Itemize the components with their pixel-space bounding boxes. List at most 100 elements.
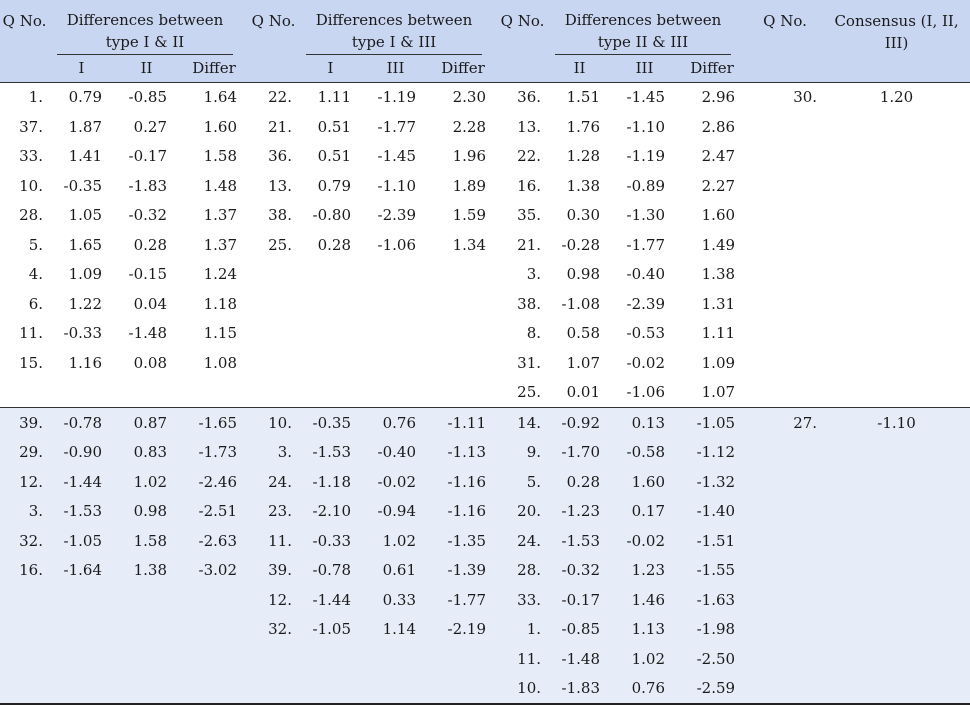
consensus-q-no (747, 496, 824, 526)
q-no-cell: 39. (249, 555, 298, 585)
table-row: 5. 1.65 0.28 1.37 25. 0.28 -1.06 1.34 21. -0.28 -1… (0, 230, 970, 260)
table-header: Q No. Differences between type I & II Q … (0, 0, 970, 82)
q-no-cell: 21. (249, 112, 298, 142)
q-no-cell: 6. (0, 289, 49, 319)
table-row: 39. -0.78 0.87 -1.65 10. -0.35 0.76 -1.11 14. -0.… (0, 407, 970, 438)
q-no-cell: 24. (249, 467, 298, 497)
q-no-cell: 31. (498, 348, 548, 378)
value-cell: 1.49 (677, 230, 748, 260)
q-no-cell: 20. (498, 496, 548, 526)
group-header-1-3: Differences between type I & III (298, 0, 499, 55)
value-cell: 1.23 (612, 555, 678, 585)
group-header-2-3-label: Differences between type II & III (555, 9, 732, 55)
value-cell (428, 377, 499, 408)
value-cell: 1.08 (179, 348, 249, 378)
value-cell: 1.76 (547, 112, 613, 142)
q-no-cell: 21. (498, 230, 548, 260)
q-no-header-3: Q No. (498, 0, 548, 82)
table-row: 37. 1.87 0.27 1.60 21. 0.51 -1.77 2.28 13. 1.76 -1… (0, 112, 970, 142)
consensus-q-no (747, 259, 824, 289)
value-cell: -1.48 (547, 644, 613, 674)
consensus-q-no (747, 200, 824, 230)
value-cell: -1.70 (547, 437, 613, 467)
consensus-q-no (747, 467, 824, 497)
q-no-cell: 28. (0, 200, 49, 230)
value-cell: -0.94 (363, 496, 428, 526)
value-cell: -1.77 (612, 230, 678, 260)
consensus-q-no (747, 112, 824, 142)
q-no-cell: 8. (498, 318, 548, 348)
table-row: 4. 1.09 -0.15 1.24 3. 0.98 -0.40 1.38 (0, 259, 970, 289)
value-cell: -0.85 (114, 81, 179, 112)
q-no-cell: 25. (498, 377, 548, 408)
value-cell (179, 614, 249, 644)
consensus-value (823, 467, 970, 497)
q-no-cell (0, 644, 49, 674)
value-cell: 1.58 (179, 141, 249, 171)
value-cell: 1.05 (49, 200, 114, 230)
q-no-cell: 14. (498, 407, 548, 438)
q-no-cell: 39. (0, 407, 49, 438)
q-no-cell: 3. (249, 437, 298, 467)
value-cell: 0.61 (363, 555, 428, 585)
value-cell (298, 259, 363, 289)
value-cell: -1.45 (363, 141, 428, 171)
consensus-q-no (747, 585, 824, 615)
value-cell (179, 585, 249, 615)
consensus-q-no (747, 644, 824, 674)
consensus-q-no (747, 318, 824, 348)
table-row: 3. -1.53 0.98 -2.51 23. -2.10 -0.94 -1.16 20. -1.… (0, 496, 970, 526)
value-cell: -1.73 (179, 437, 249, 467)
value-cell: 1.60 (179, 112, 249, 142)
value-cell: -2.10 (298, 496, 363, 526)
q-no-cell (249, 348, 298, 378)
consensus-value (823, 259, 970, 289)
q-no-cell: 1. (0, 81, 49, 112)
table-row: 25. 0.01 -1.06 1.07 (0, 377, 970, 408)
value-cell: 1.09 (677, 348, 748, 378)
value-cell (363, 259, 428, 289)
q-no-cell: 16. (0, 555, 49, 585)
value-cell: 1.18 (179, 289, 249, 319)
value-cell: -3.02 (179, 555, 249, 585)
value-cell: -1.98 (677, 614, 748, 644)
q-no-cell (249, 644, 298, 674)
value-cell (298, 673, 363, 705)
table-row: 6. 1.22 0.04 1.18 38. -1.08 -2.39 1.31 (0, 289, 970, 319)
value-cell: 1.07 (677, 377, 748, 408)
q-no-cell (249, 673, 298, 705)
value-cell: 2.27 (677, 171, 748, 201)
value-cell: -1.32 (677, 467, 748, 497)
q-no-cell: 35. (498, 200, 548, 230)
value-cell: -1.77 (363, 112, 428, 142)
consensus-q-no: 30. (747, 81, 824, 112)
value-cell: -2.59 (677, 673, 748, 705)
consensus-value (823, 585, 970, 615)
value-cell: 0.28 (114, 230, 179, 260)
value-cell (363, 644, 428, 674)
value-cell: -0.35 (298, 407, 363, 438)
value-cell (363, 348, 428, 378)
table-row: 28. 1.05 -0.32 1.37 38. -0.80 -2.39 1.59 35. 0.30… (0, 200, 970, 230)
sub-header: Differ (428, 55, 499, 82)
value-cell (428, 348, 499, 378)
consensus-value (823, 555, 970, 585)
value-cell: -2.39 (363, 200, 428, 230)
q-no-cell: 3. (0, 496, 49, 526)
consensus-header: Consensus (I, II, III) (823, 0, 970, 82)
q-no-cell (0, 377, 49, 408)
table-row: 10. -1.83 0.76 -2.59 (0, 673, 970, 705)
table-row: 33. 1.41 -0.17 1.58 36. 0.51 -1.45 1.96 22. 1.28-… (0, 141, 970, 171)
value-cell: 1.37 (179, 230, 249, 260)
q-no-header-1: Q No. (0, 0, 49, 82)
value-cell: -1.63 (677, 585, 748, 615)
consensus-q-no: 27. (747, 407, 824, 438)
value-cell: 0.17 (612, 496, 678, 526)
value-cell: -2.50 (677, 644, 748, 674)
value-cell: -1.06 (612, 377, 678, 408)
value-cell: 1.59 (428, 200, 499, 230)
value-cell (298, 318, 363, 348)
value-cell: -1.13 (428, 437, 499, 467)
value-cell: -1.48 (114, 318, 179, 348)
value-cell: -1.19 (612, 141, 678, 171)
